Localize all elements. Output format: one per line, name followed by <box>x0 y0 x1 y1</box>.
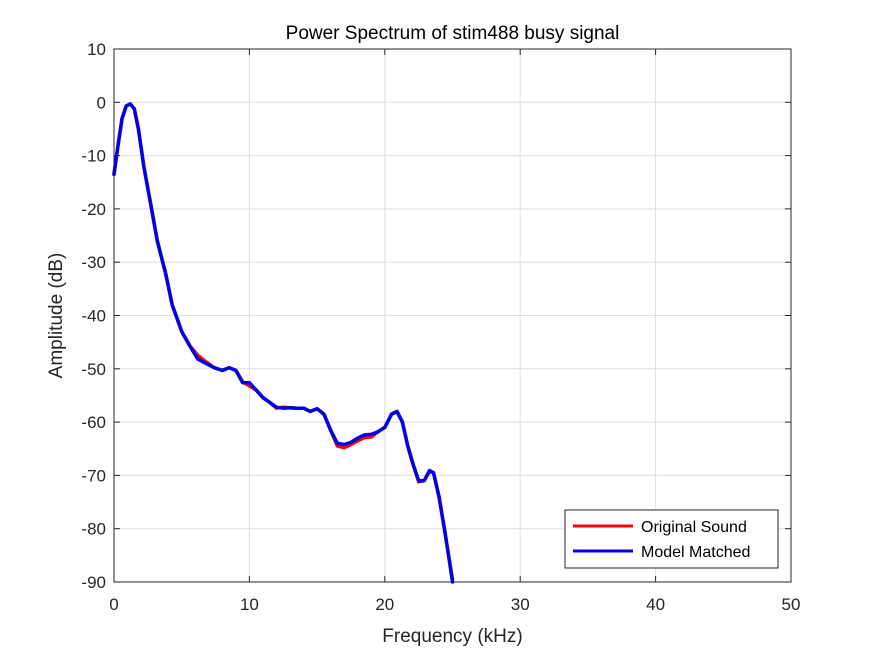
legend-label-original-sound: Original Sound <box>641 519 747 536</box>
gridlines <box>113 48 792 583</box>
y-tick-label: 0 <box>97 93 106 112</box>
x-tick-label: 40 <box>646 595 665 614</box>
legend-label-model-matched: Model Matched <box>641 544 750 561</box>
y-tick-label: -50 <box>81 360 106 379</box>
y-tick-label: -80 <box>81 520 106 539</box>
x-axis-label: Frequency (kHz) <box>382 626 522 647</box>
y-tick-label: -20 <box>81 200 106 219</box>
x-tick-label: 30 <box>511 595 530 614</box>
y-tick-label: -10 <box>81 147 106 166</box>
tick-labels: 0 10 20 30 40 50 10 0 -10 -20 -30 -40 -50 -60 -70 -80 -9… <box>81 40 800 614</box>
ticks <box>113 48 792 583</box>
legend-box <box>564 509 779 569</box>
x-tick-label: 20 <box>375 595 394 614</box>
y-tick-label: -40 <box>81 307 106 326</box>
y-tick-label: -90 <box>81 573 106 592</box>
series-line-model-matched <box>112 102 455 584</box>
y-tick-label: -30 <box>81 253 106 272</box>
series-line-original-sound <box>112 102 455 582</box>
x-tick-label: 50 <box>782 595 801 614</box>
y-tick-label: 10 <box>87 40 106 59</box>
legend: Original Sound Model Matched <box>564 509 779 569</box>
y-tick-label: -60 <box>81 413 106 432</box>
x-tick-label: 10 <box>240 595 259 614</box>
series-lines <box>112 102 455 584</box>
x-tick-label: 0 <box>109 595 118 614</box>
chart-title: Power Spectrum of stim488 busy signal <box>286 23 620 44</box>
y-tick-label: -70 <box>81 466 106 485</box>
y-axis-label: Amplitude (dB) <box>46 253 67 379</box>
